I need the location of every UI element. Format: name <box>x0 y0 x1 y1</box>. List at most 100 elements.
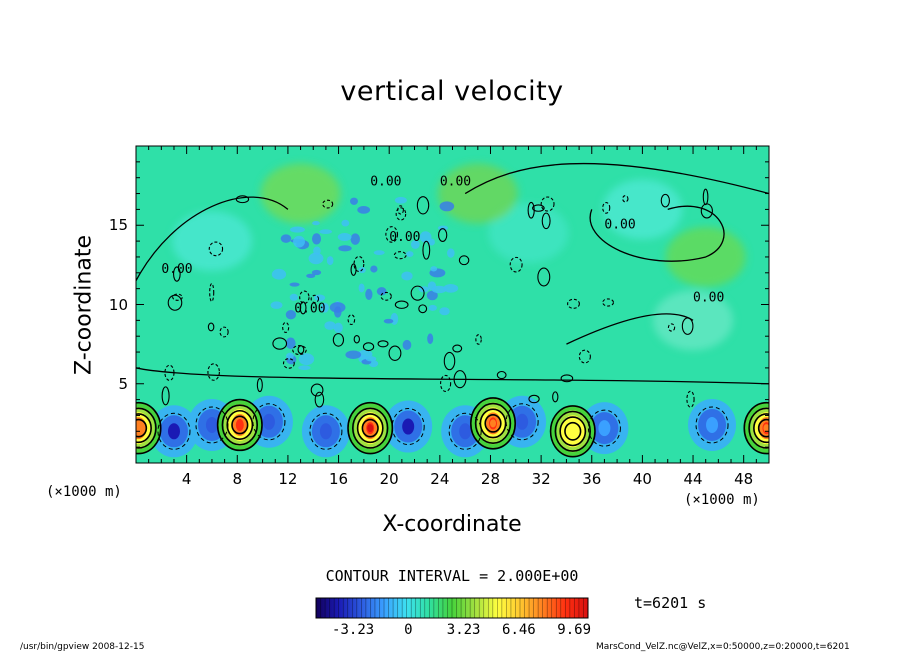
contour-line <box>452 344 463 353</box>
contour-line <box>686 390 695 408</box>
contour-line <box>566 313 694 345</box>
contour-line <box>231 415 249 435</box>
contour-line <box>753 413 769 444</box>
contour-line <box>161 386 170 406</box>
field-patch <box>171 211 252 272</box>
contour-label: 0.00 <box>161 262 192 277</box>
contour-label: 0.00 <box>370 175 401 190</box>
y-axis-label: Z-coordinate <box>71 235 97 375</box>
contour-line <box>314 391 325 408</box>
contour-line <box>173 266 181 282</box>
contour-line <box>567 298 580 309</box>
velocity-field <box>136 146 769 463</box>
contour-line <box>256 377 263 393</box>
contour-line <box>667 323 676 332</box>
colorbar-tick-label: 9.69 <box>557 622 591 638</box>
contour-label: 0.00 <box>693 290 724 305</box>
x-tick-label: 8 <box>232 470 243 488</box>
field-patch <box>488 203 569 264</box>
contour-line <box>380 291 392 301</box>
contour-line <box>226 409 254 440</box>
field-patch <box>602 179 683 240</box>
colorbar-tick-label: 0 <box>404 622 413 638</box>
contour-label: 0.00 <box>604 217 635 232</box>
contour-line <box>410 285 425 301</box>
colorbar-tick-label: 6.46 <box>502 622 536 638</box>
contour-line <box>207 322 215 332</box>
colorbar-tick-label: -3.23 <box>332 622 375 638</box>
contour-line <box>564 421 582 441</box>
contour-line <box>528 394 540 404</box>
x-unit-label: (×1000 m) <box>684 492 760 508</box>
contour-line <box>587 409 621 447</box>
contour-line <box>219 326 229 338</box>
contour-line <box>207 363 220 381</box>
contour-line <box>310 383 324 397</box>
contour-lines: 0.00 0.00 0.00 0.00 0.00 0.00 0.00 <box>136 162 769 458</box>
colorbar <box>315 597 589 619</box>
x-tick-label: 16 <box>329 470 349 488</box>
contour-line <box>353 334 360 344</box>
contour-line <box>743 401 769 455</box>
contour-line <box>589 205 725 262</box>
x-tick-label: 44 <box>683 470 703 488</box>
contour-line <box>578 349 591 364</box>
downdraft-cell <box>384 400 433 453</box>
contour-line <box>377 340 389 348</box>
contour-line <box>322 199 334 209</box>
contour-line <box>347 314 356 326</box>
contour-line <box>385 226 399 243</box>
contour-line <box>332 333 345 347</box>
contour-line <box>479 408 507 439</box>
contour-line <box>352 407 389 449</box>
contour-line <box>602 201 611 214</box>
contour-line <box>350 263 357 276</box>
contour-line <box>395 207 407 221</box>
contour-line <box>458 255 470 266</box>
chart-title: vertical velocity <box>340 76 564 107</box>
contour-line <box>602 298 614 307</box>
time-label: t=6201 s <box>634 594 707 612</box>
contour-line <box>470 397 517 450</box>
x-tick-label: 48 <box>734 470 754 488</box>
contour-line <box>552 391 559 403</box>
downdraft-cell <box>688 398 737 451</box>
contour-line <box>388 345 402 361</box>
x-tick-label: 12 <box>278 470 298 488</box>
contour-line <box>541 212 551 230</box>
contour-line <box>560 374 574 383</box>
contour-line <box>136 413 152 444</box>
contour-line <box>252 403 286 441</box>
contour-line <box>361 418 379 438</box>
contour-line <box>443 351 456 371</box>
contour-line <box>438 228 448 243</box>
contour-line <box>167 294 183 311</box>
contour-line <box>695 406 729 444</box>
axis-ticks <box>135 145 770 464</box>
contour-line <box>393 251 407 260</box>
contour-line <box>702 188 709 206</box>
x-tick-label: 24 <box>430 470 450 488</box>
contour-line <box>448 412 482 450</box>
contour-line <box>496 370 507 380</box>
x-tick-label: 32 <box>531 470 551 488</box>
contour-line <box>299 301 307 315</box>
contour-line <box>537 267 551 287</box>
contour-line <box>216 398 263 452</box>
contour-line <box>136 407 157 449</box>
x-unit-label: (×1000 m) <box>46 484 122 500</box>
contour-line <box>297 345 305 355</box>
downdraft-cell <box>301 405 350 458</box>
contour-line <box>418 304 428 314</box>
contour-line <box>464 162 769 195</box>
contour-line <box>309 412 343 450</box>
contour-line <box>299 290 310 304</box>
contour-line <box>509 256 523 273</box>
contour-line <box>440 374 452 393</box>
contour-line <box>391 408 425 446</box>
downdraft-cell <box>149 405 198 458</box>
contour-line <box>416 196 430 215</box>
x-tick-label: 28 <box>480 470 501 488</box>
contour-line <box>475 334 482 345</box>
